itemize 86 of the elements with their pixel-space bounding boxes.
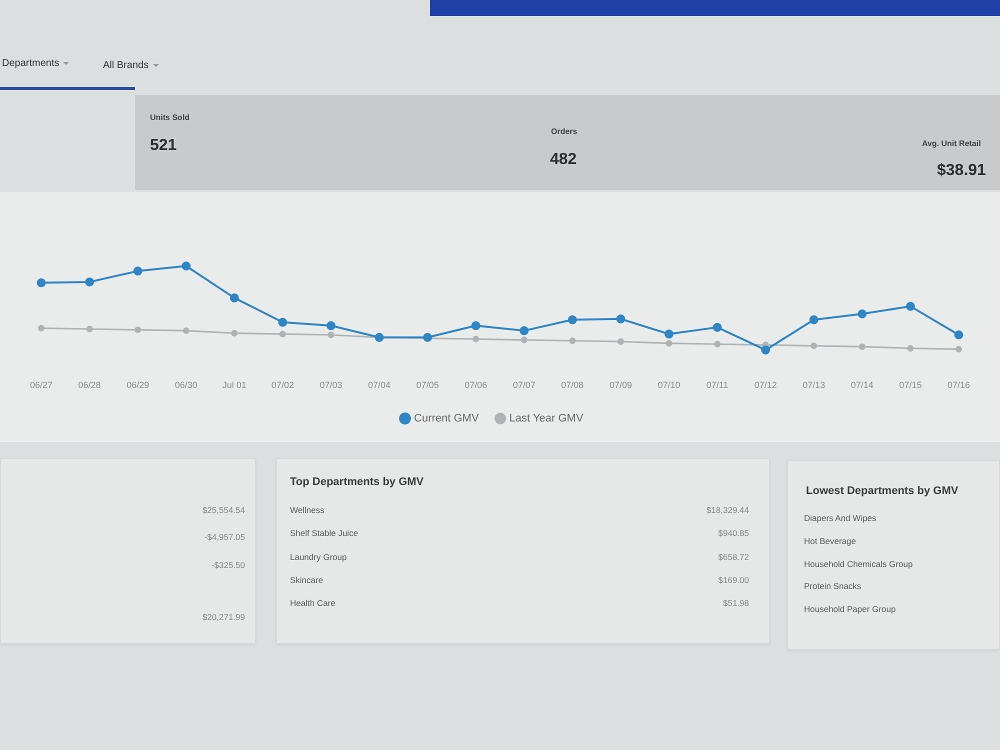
x-tick-label: 07/12	[754, 380, 777, 390]
x-tick-label: 07/11	[706, 380, 728, 390]
point	[809, 315, 818, 324]
category-label: Household Chemicals Group	[804, 558, 913, 568]
legend-label: Current GMV	[414, 412, 480, 425]
point	[907, 345, 914, 352]
point	[86, 326, 93, 332]
x-tick-label: 07/07	[512, 380, 536, 390]
point	[520, 336, 528, 344]
x-tick-label: 06/29	[126, 380, 150, 390]
point	[134, 326, 142, 334]
point	[858, 343, 866, 350]
point	[569, 337, 576, 344]
x-tick-label: 07/13	[802, 380, 826, 390]
x-tick-label: 07/06	[464, 380, 488, 390]
point	[36, 278, 46, 288]
point	[810, 342, 818, 350]
x-tick-label: 06/27	[30, 380, 53, 390]
category-label: Shelf Stable Juice	[290, 528, 358, 538]
text: Avg. Unit Retail	[922, 139, 981, 148]
text: Lowest Departments by GMV	[806, 485, 958, 497]
text: $51.98	[723, 598, 749, 608]
point	[326, 321, 336, 330]
point	[761, 346, 770, 354]
text: $25,554.54	[202, 505, 245, 515]
x-tick-label: 07/09	[609, 380, 632, 390]
x-tick-label: 07/08	[561, 380, 584, 390]
point	[231, 330, 238, 336]
text: $658.72	[718, 552, 749, 562]
x-tick-label: 06/28	[78, 380, 101, 390]
point	[712, 322, 722, 332]
point	[906, 302, 915, 311]
point	[279, 330, 286, 338]
point	[664, 330, 674, 339]
point	[568, 315, 577, 324]
category-label: Hot Beverage	[804, 536, 856, 546]
text: Units Sold	[150, 113, 190, 122]
point	[328, 332, 334, 338]
point	[955, 346, 962, 352]
x-tick-label: Jul 01	[222, 380, 246, 390]
text: 521	[150, 137, 177, 154]
text: All Brands	[103, 60, 149, 71]
x-tick-label: 06/30	[174, 380, 198, 390]
text: $18,329.44	[706, 505, 749, 515]
x-tick-label: 07/05	[416, 380, 439, 390]
point	[616, 314, 626, 324]
point	[471, 321, 480, 330]
x-tick-label: 07/04	[368, 380, 391, 390]
x-tick-label: 07/16	[947, 380, 970, 390]
text: $38.91	[937, 162, 986, 179]
point	[714, 340, 721, 348]
point	[858, 309, 867, 318]
point	[230, 293, 239, 302]
point	[472, 336, 480, 342]
text: 482	[550, 151, 577, 168]
text: Departments	[2, 58, 60, 69]
text: $20,271.99	[202, 612, 245, 622]
text: $169.00	[718, 574, 749, 585]
category-label: Diapers And Wipes	[804, 513, 876, 523]
category-label: Protein Snacks	[804, 581, 862, 592]
legend-label: Last Year GMV	[509, 412, 584, 425]
text: -$325.50	[211, 560, 245, 570]
point	[85, 277, 94, 286]
point	[617, 338, 624, 345]
text: Orders	[551, 127, 578, 136]
category-label: Wellness	[290, 505, 324, 515]
point	[954, 330, 964, 340]
category-label: Laundry Group	[290, 552, 347, 562]
point	[520, 326, 529, 336]
point	[133, 266, 142, 276]
point	[182, 327, 190, 334]
point	[182, 262, 191, 270]
category-label: Health Care	[290, 598, 336, 608]
text: -$4,957.05	[204, 532, 245, 542]
x-tick-label: 07/03	[320, 380, 342, 390]
point	[38, 324, 45, 332]
x-tick-label: 07/02	[271, 380, 294, 390]
text: Top Departments by GMV	[290, 476, 424, 488]
x-tick-label: 07/15	[899, 380, 922, 390]
x-tick-label: 07/10	[658, 380, 680, 390]
category-label: Household Paper Group	[804, 604, 896, 614]
x-tick-label: 07/14	[850, 380, 874, 390]
text: $940.85	[718, 528, 749, 538]
point	[278, 318, 288, 327]
category-label: Skincare	[290, 574, 324, 585]
point	[666, 340, 672, 347]
